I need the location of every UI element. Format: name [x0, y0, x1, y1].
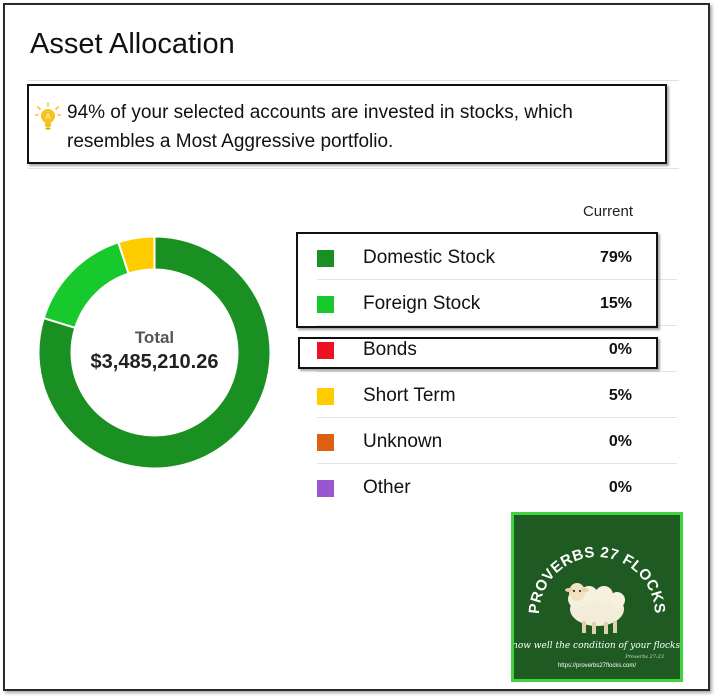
row-divider	[317, 417, 677, 418]
bonds-highlight-box	[298, 337, 658, 369]
total-label: Total	[134, 328, 175, 347]
page-title: Asset Allocation	[30, 28, 235, 60]
allocation-donut-chart: Total $3,485,210.26	[37, 235, 272, 470]
total-value: $3,485,210.26	[90, 351, 219, 373]
legend-label: Domestic Stock	[363, 247, 495, 268]
legend-row-unknown: Unknown 0%	[317, 418, 677, 464]
legend-label: Unknown	[363, 431, 443, 452]
legend-row-short-term: Short Term 5%	[317, 372, 677, 418]
legend-swatch	[317, 250, 334, 267]
allocation-callout: 94% of your selected accounts are invest…	[27, 84, 667, 164]
lightbulb-icon	[35, 102, 61, 130]
stock-highlight-box	[296, 232, 658, 328]
donut-slice-domestic-stock	[37, 235, 272, 470]
legend-row-bonds: Bonds 0%	[317, 326, 677, 372]
legend-label: Other	[363, 477, 411, 498]
title-divider	[28, 80, 679, 81]
badge-graphic: PROVERBS 27 FLOCKS Know well the conditi…	[514, 544, 680, 669]
legend-value: 0%	[608, 433, 632, 450]
legend-swatch	[317, 296, 334, 313]
legend-label: Short Term	[363, 385, 456, 406]
legend-value: 0%	[608, 341, 632, 358]
sheep-icon	[565, 583, 625, 634]
donut-total: Total $3,485,210.26	[38, 328, 271, 374]
callout-divider	[28, 168, 679, 169]
window-frame	[3, 3, 710, 691]
row-divider	[317, 371, 677, 372]
legend-value: 0%	[608, 479, 632, 496]
callout-text: 94% of your selected accounts are invest…	[67, 102, 573, 152]
badge-url: https://proverbs27flocks.com/	[558, 663, 636, 669]
legend-row-domestic-stock: Domestic Stock 79%	[317, 234, 677, 280]
legend-swatch	[317, 434, 334, 451]
row-divider	[317, 463, 677, 464]
badge-reference: Proverbs 27:23	[624, 654, 664, 660]
legend-swatch	[317, 480, 334, 497]
legend-value: 5%	[608, 387, 632, 404]
proverbs-27-flocks-badge: PROVERBS 27 FLOCKS Know well the conditi…	[511, 512, 683, 682]
current-column-header: Current	[582, 203, 633, 220]
legend-swatch	[317, 342, 334, 359]
allocation-legend: Domestic Stock 79% Foreign Stock 15% Bon…	[317, 234, 677, 510]
legend-row-other: Other 0%	[317, 464, 677, 510]
donut-slice-foreign-stock	[42, 241, 130, 330]
donut-svg	[37, 235, 272, 470]
legend-value: 79%	[599, 249, 632, 266]
legend-swatch	[317, 388, 334, 405]
legend-label: Bonds	[363, 339, 417, 360]
row-divider	[317, 279, 677, 280]
donut-slice-short-term	[117, 235, 156, 275]
legend-label: Foreign Stock	[363, 293, 481, 314]
legend-row-foreign-stock: Foreign Stock 15%	[317, 280, 677, 326]
legend-value: 15%	[599, 295, 632, 312]
row-divider	[317, 325, 677, 326]
badge-tagline: Know well the condition of your flocks..…	[514, 641, 680, 651]
